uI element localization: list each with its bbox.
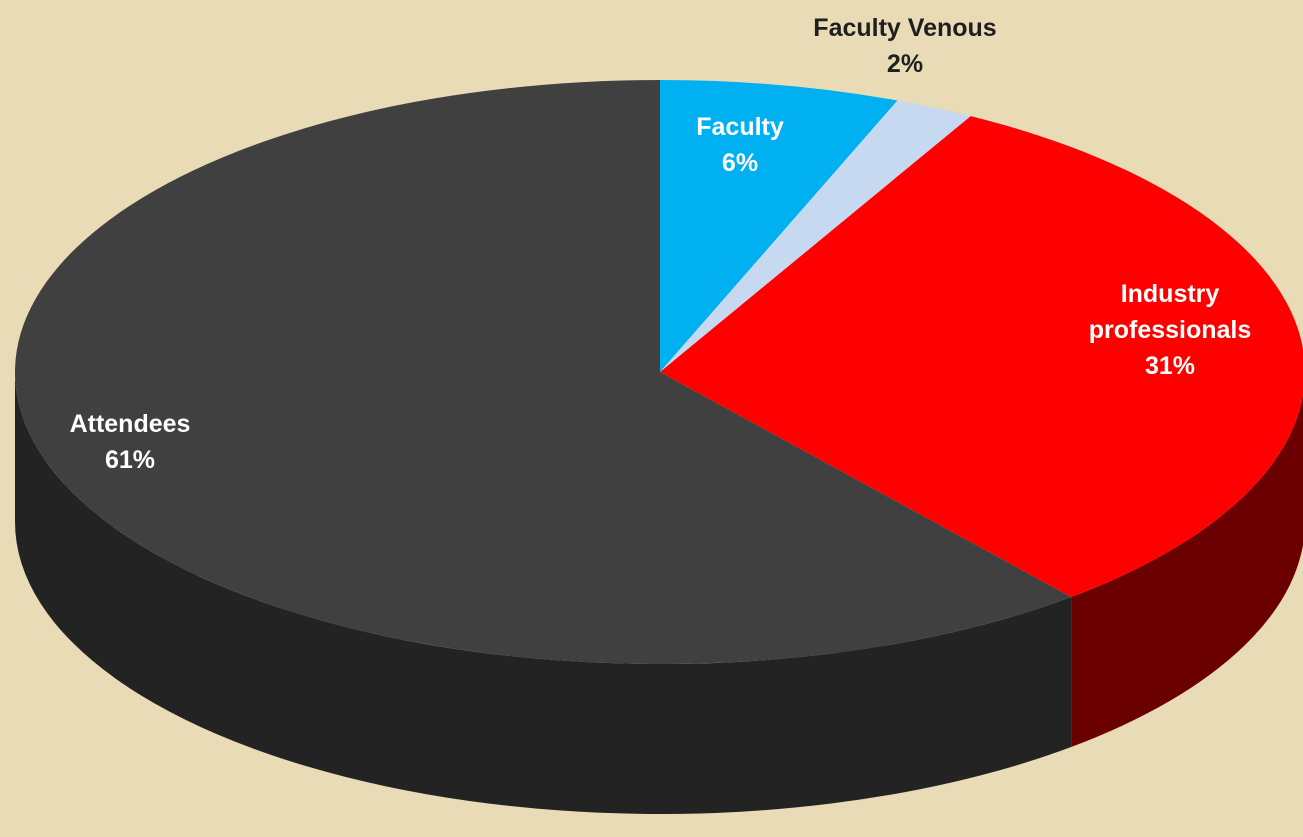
slice bbox=[14, 80, 1072, 664]
data-label: Industry professionals 31% bbox=[1060, 276, 1280, 384]
slice-side bbox=[15, 372, 1072, 814]
data-label: Attendees 61% bbox=[70, 406, 191, 478]
category-label: Industry professionals bbox=[1088, 280, 1252, 344]
slice bbox=[660, 116, 1303, 597]
value-label: 2% bbox=[886, 50, 924, 78]
data-label: Faculty Venous 2% bbox=[813, 10, 996, 82]
data-label: Faculty 6% bbox=[696, 109, 784, 181]
slice bbox=[660, 100, 971, 373]
slice bbox=[660, 80, 898, 372]
value-label: 61% bbox=[104, 446, 156, 474]
slice-side bbox=[1071, 394, 1303, 747]
category-label: Attendees bbox=[69, 410, 191, 438]
value-label: 31% bbox=[1144, 352, 1196, 380]
value-label: 6% bbox=[721, 149, 759, 177]
category-label: Faculty Venous bbox=[813, 14, 997, 42]
category-label: Faculty bbox=[696, 113, 784, 141]
